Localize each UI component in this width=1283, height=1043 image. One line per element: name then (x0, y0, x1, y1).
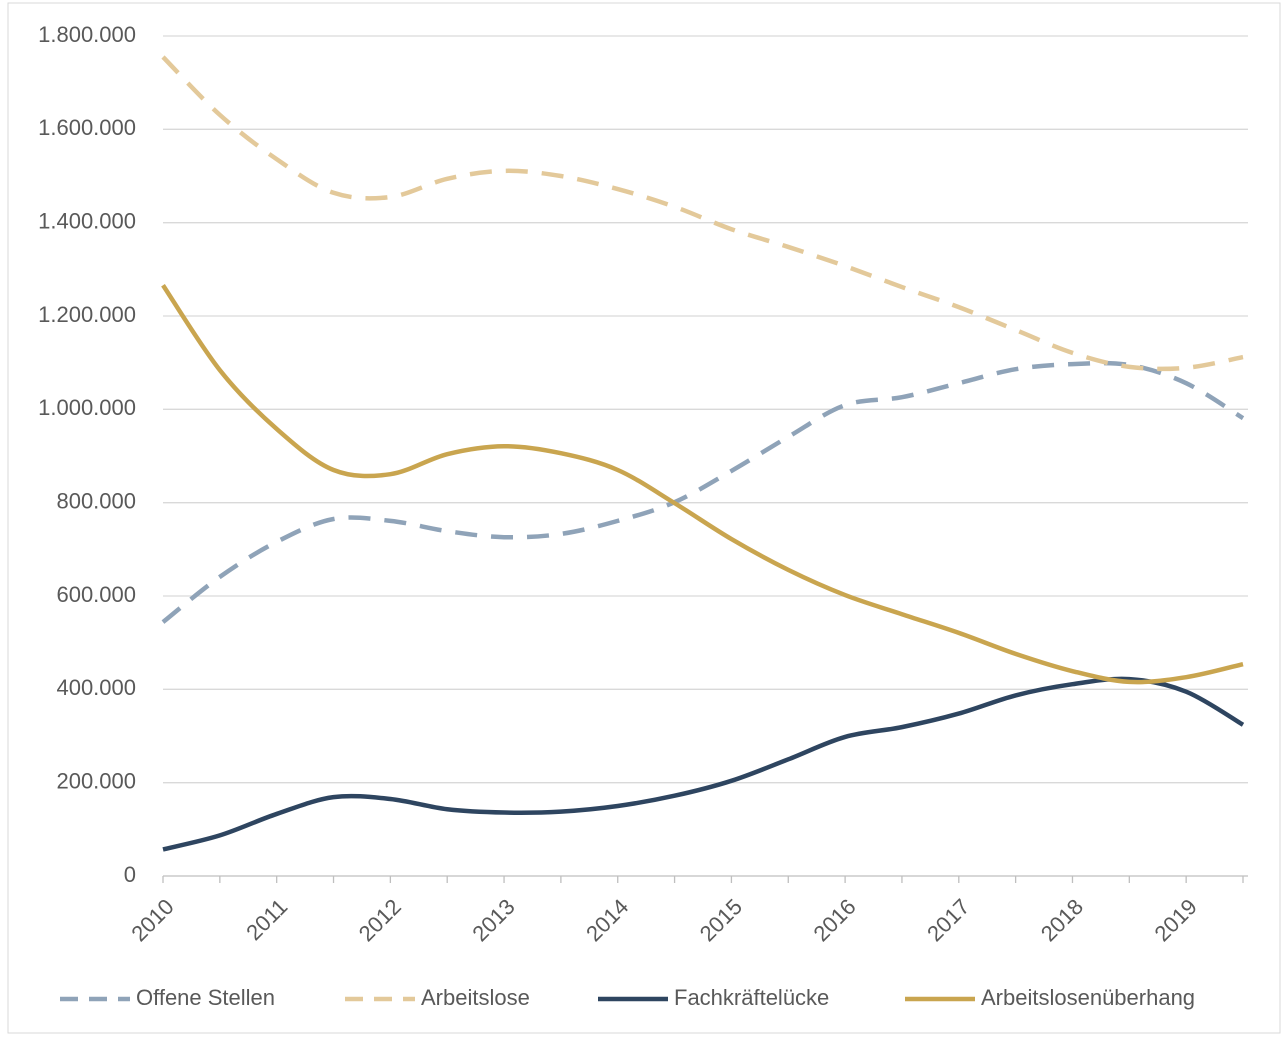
y-tick-label: 1.000.000 (38, 395, 136, 420)
legend-label: Arbeitslose (421, 985, 530, 1010)
series-line (161, 55, 1244, 372)
series-line (162, 676, 1245, 852)
y-tick-label: 600.000 (56, 582, 136, 607)
y-tick-label: 800.000 (56, 488, 136, 513)
y-tick-label: 1.400.000 (38, 208, 136, 233)
y-tick-label: 200.000 (56, 768, 136, 793)
x-tick-label: 2012 (354, 894, 406, 946)
series-line (161, 360, 1245, 624)
x-tick-label: 2018 (1036, 894, 1088, 946)
legend-label: Offene Stellen (136, 985, 275, 1010)
x-tick-label: 2013 (467, 894, 519, 946)
y-tick-label: 0 (124, 862, 136, 887)
legend-label: Fachkräftelücke (674, 985, 829, 1010)
x-tick-label: 2019 (1150, 894, 1202, 946)
x-tick-label: 2017 (922, 894, 974, 946)
y-tick-label: 1.200.000 (38, 302, 136, 327)
x-tick-label: 2014 (581, 894, 633, 946)
series-line (161, 283, 1244, 685)
legend-label: Arbeitslosenüberhang (981, 985, 1195, 1010)
y-tick-label: 400.000 (56, 675, 136, 700)
y-tick-label: 1.800.000 (38, 22, 136, 47)
chart-border (7, 2, 1281, 1034)
x-tick-label: 2015 (695, 894, 747, 946)
x-tick-label: 2016 (808, 894, 860, 946)
y-tick-label: 1.600.000 (38, 115, 136, 140)
x-tick-label: 2011 (241, 894, 292, 945)
x-tick-label: 2010 (126, 894, 178, 946)
